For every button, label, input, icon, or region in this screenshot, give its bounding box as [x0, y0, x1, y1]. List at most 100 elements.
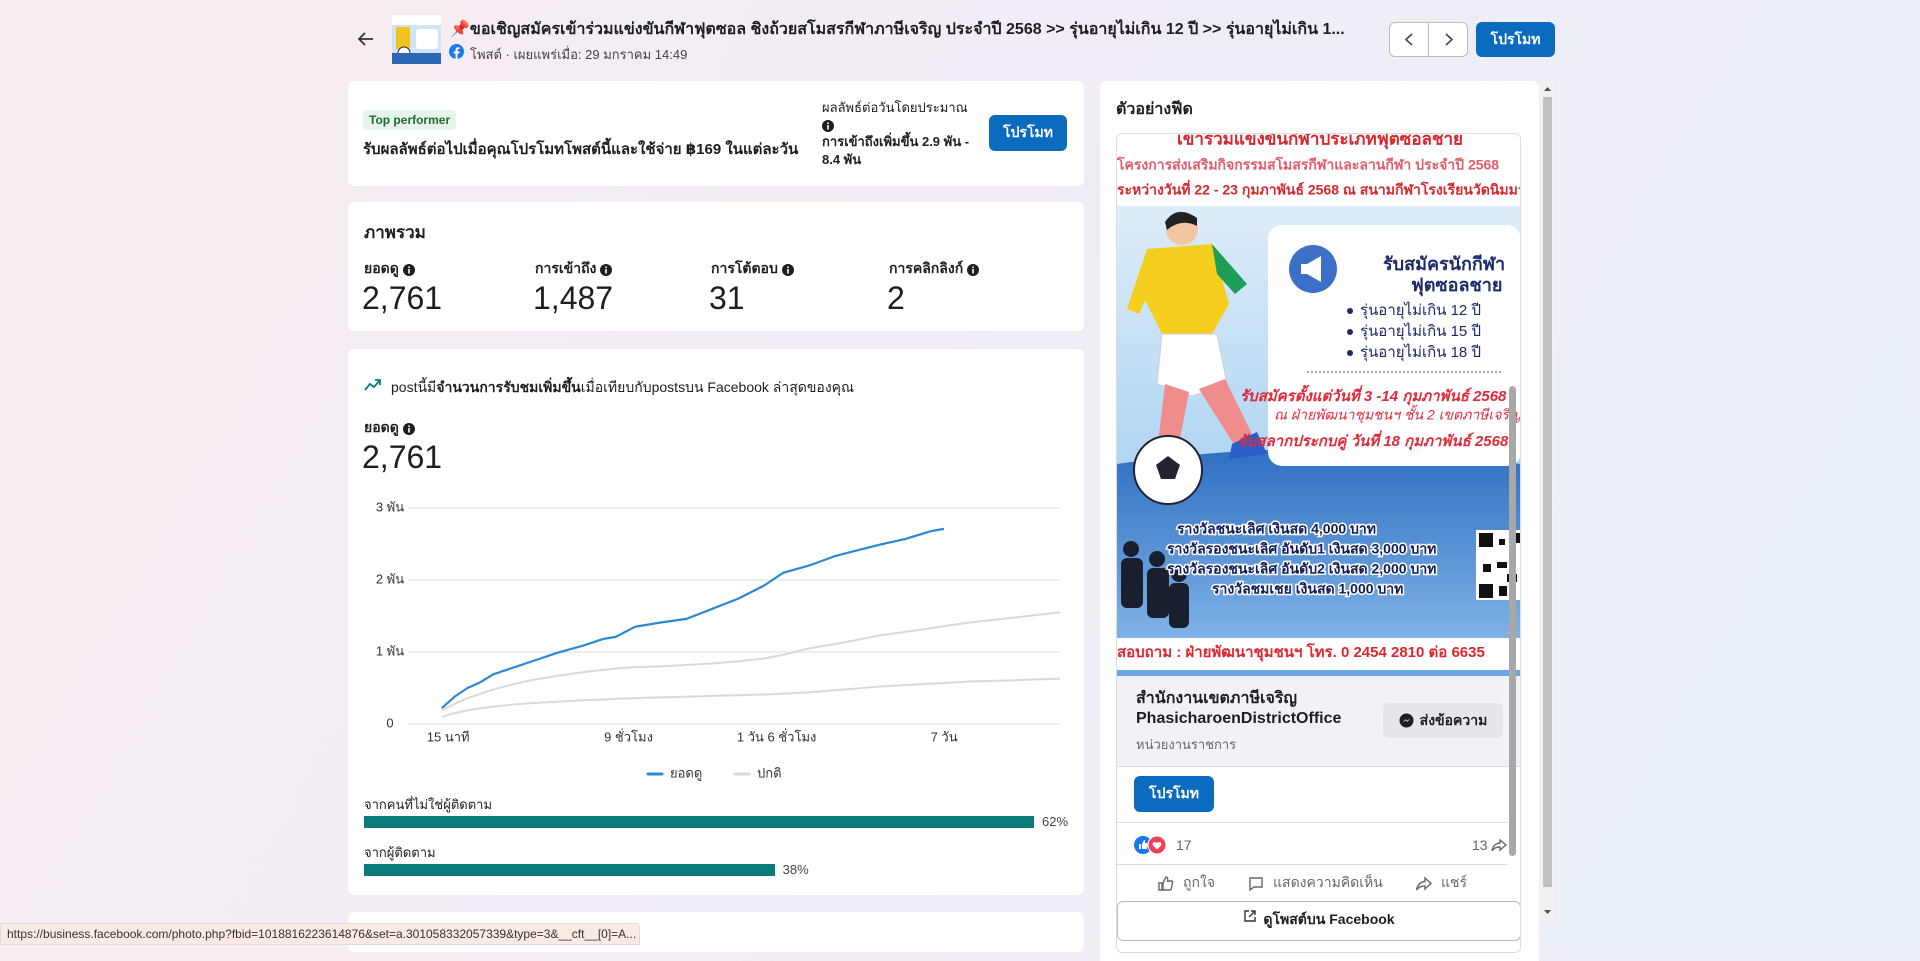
- inner-scrollbar[interactable]: [1509, 386, 1516, 856]
- poster-text: รางวัลชนะเลิศ เงินสด 4,000 บาท: [1177, 521, 1376, 537]
- scrollbar-track: [1540, 81, 1555, 921]
- breakdown-bar: [364, 864, 775, 876]
- view-text: ดูโพสต์บน Facebook: [1263, 911, 1395, 927]
- metric-label: การเข้าถึง: [535, 258, 613, 280]
- post-thumbnail: [392, 15, 441, 64]
- scroll-down[interactable]: [1543, 908, 1552, 916]
- metric-value: 31: [709, 280, 745, 316]
- metric-value: 2: [887, 280, 905, 316]
- poster[interactable]: เข้าร่วมแข่งขันกีฬาประเภทฟุตซอลชายโครงกา…: [1117, 134, 1521, 676]
- x-tick-label: 1 วัน 6 ชั่วโมง: [737, 728, 817, 744]
- next-button[interactable]: [1429, 23, 1468, 56]
- metric-label-text: การโต้ตอบ: [711, 260, 778, 276]
- poster-text: สอบถาม : ฝ่ายพัฒนาชุมชนฯ โทร. 0 2454 281…: [1117, 642, 1485, 662]
- info-glyph: [402, 264, 415, 276]
- divider: [1428, 23, 1429, 56]
- poster-text: โครงการส่งเสริมกิจกรรมสโมสรกีฬาและลานกีฬ…: [1117, 156, 1499, 173]
- info-glyph: [600, 264, 613, 276]
- y-tick-label: 1 พัน: [376, 643, 404, 658]
- share-count[interactable]: 13: [1472, 837, 1488, 853]
- contact-bg: [1117, 638, 1520, 676]
- metric-value: 2,761: [362, 280, 443, 316]
- trend-icon: [364, 379, 381, 391]
- nav-group: [1389, 22, 1468, 57]
- metric-label: การคลิกลิงก์: [889, 258, 980, 280]
- series-line: [441, 527, 945, 709]
- metric-value: 1,487: [533, 280, 614, 316]
- external-icon: [1244, 910, 1257, 922]
- metric-label-text: การคลิกลิงก์: [889, 260, 964, 276]
- views-chart: 0 1 พัน 2 พัน 3 พัน 15 นาที 9 ชั่วโมง 1 วัน 6 …: [376, 499, 1061, 781]
- poster-text: รับสมัครตั้งแต่วันที่ 3 -14 กุมภาพันธ์ 2…: [1240, 384, 1507, 406]
- metric-label-text: การเข้าถึง: [535, 260, 597, 276]
- share-icon: [1491, 838, 1508, 852]
- note-text: เมื่อเทียบกับpostsบน Facebook ล่าสุดของค…: [580, 379, 855, 395]
- page-category: หน่วยงานราชการ: [1136, 737, 1237, 752]
- facebook-icon: [449, 44, 464, 59]
- estimate-label: ผลลัพธ์ต่อวันโดยประมาณ: [822, 100, 968, 115]
- poster-text: ฟุตซอลชาย: [1411, 275, 1502, 297]
- page-bar: สำนักงานเขตภาษีเจริญ PhasicharoenDistric…: [1117, 676, 1520, 766]
- metric-value: 2,761: [362, 439, 443, 475]
- action-text: แชร์: [1441, 874, 1468, 890]
- poster-text: เข้าร่วมแข่งขันกีฬาประเภทฟุตซอลชาย: [1177, 134, 1463, 149]
- poster-text: จับสลากประกบคู่ วันที่ 18 กุมภาพันธ์ 256…: [1238, 430, 1509, 451]
- action-button[interactable]: แชร์: [1415, 872, 1467, 894]
- action-button[interactable]: แสดงความคิดเห็น: [1247, 872, 1383, 894]
- footer-strip: [1117, 670, 1520, 676]
- separator: [1117, 822, 1507, 823]
- poster-text: ณ ฝ่ายพัฒนาชุมชนฯ ชั้น 2 เขตภาษีเจริญ: [1274, 405, 1521, 424]
- info-glyph: [781, 264, 794, 276]
- metric-label: ยอดดู: [364, 417, 415, 439]
- y-tick-label: 2 พัน: [376, 571, 404, 586]
- info-icon: [600, 263, 613, 276]
- separator: [1117, 766, 1520, 767]
- message-button[interactable]: ส่งข้อความ: [1383, 703, 1503, 738]
- separator: [1117, 864, 1507, 865]
- info-icon: [402, 263, 415, 276]
- info-icon: [781, 263, 794, 276]
- prev-button[interactable]: [1390, 23, 1429, 56]
- feed-post: เข้าร่วมแข่งขันกีฬาประเภทฟุตซอลชายโครงกา…: [1116, 133, 1521, 953]
- player: [1127, 211, 1267, 459]
- action-icon: [1415, 875, 1433, 891]
- reaction-count[interactable]: 17: [1176, 837, 1192, 853]
- breakdown-label: จากคนที่ไม่ใช่ผู้ติดตาม: [364, 797, 493, 812]
- promo-text: รับผลลัพธ์ต่อไปเมื่อคุณโปรโมทโพสต์นี้และ…: [363, 141, 799, 158]
- promote-button[interactable]: โปรโมท: [1134, 776, 1214, 812]
- breakdown-label: จากผู้ติดตาม: [364, 845, 436, 860]
- status-bar: https://business.facebook.com/photo.php?…: [0, 923, 640, 945]
- messenger-icon: [1399, 713, 1414, 728]
- promote-button[interactable]: โปรโมท: [1476, 22, 1555, 57]
- promote-button[interactable]: โปรโมท: [989, 115, 1067, 151]
- action-button[interactable]: ถูกใจ: [1157, 872, 1215, 894]
- views-card: postนี้มีจำนวนการรับชมเพิ่มขึ้นเมื่อเทีย…: [348, 349, 1084, 895]
- scrollbar-thumb[interactable]: [1543, 97, 1552, 887]
- badge: Top performer: [363, 110, 457, 130]
- series-line: [441, 677, 1061, 718]
- action-text: แสดงความคิดเห็น: [1273, 874, 1383, 890]
- view-on-facebook[interactable]: ดูโพสต์บน Facebook: [1117, 901, 1520, 941]
- action-icon: [1249, 876, 1263, 891]
- page-name[interactable]: สำนักงานเขตภาษีเจริญ PhasicharoenDistric…: [1136, 690, 1342, 727]
- poster-text: ระหว่างวันที่ 22 - 23 กุมภาพันธ์ 2568 ณ …: [1117, 180, 1521, 199]
- metric-label: การโต้ตอบ: [711, 258, 794, 280]
- overview-card: ภาพรวม ยอดดู 2,761 การเข้าถึง 1,487 การโต้ตอ…: [348, 202, 1084, 331]
- info-icon: [402, 422, 415, 435]
- poster-text: รับสมัครนักกีฬา: [1383, 254, 1505, 274]
- legend-label: ปกติ: [757, 765, 782, 780]
- ball-patch: [1156, 456, 1180, 479]
- team-silhouettes: [1121, 541, 1189, 628]
- bullet: [1347, 350, 1353, 356]
- metric-label-text: ยอดดู: [364, 260, 399, 276]
- breakdown-value: 38%: [782, 862, 809, 877]
- poster-text: รางวัลชมเชย เงินสด 1,000 บาท: [1212, 581, 1403, 597]
- poster-text: รางวัลรองชนะเลิศ อันดับ2 เงินสด 2,000 บา…: [1167, 561, 1436, 577]
- megaphone: [1301, 256, 1321, 282]
- info-glyph: [822, 120, 834, 132]
- stadium: [1117, 449, 1520, 638]
- info-icon: [822, 119, 834, 132]
- back-button[interactable]: [356, 29, 376, 49]
- scroll-up[interactable]: [1543, 85, 1552, 93]
